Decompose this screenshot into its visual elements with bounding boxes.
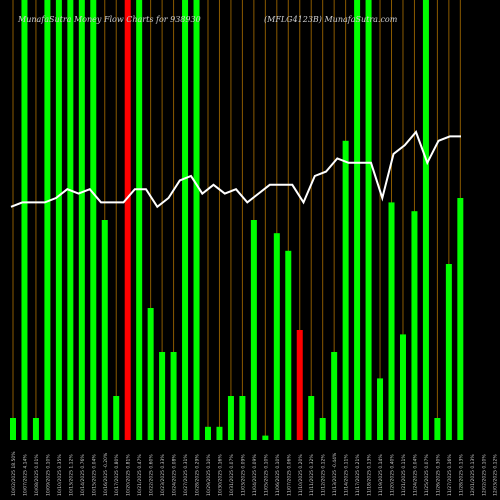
x-tick-label: 11/13/2025 -0.44% — [332, 452, 338, 496]
bar — [136, 0, 143, 440]
bar — [216, 426, 223, 440]
bar — [331, 352, 338, 440]
x-tick-label: 10/24/2025 0.08% — [172, 454, 178, 496]
x-tick-label: 10/17/2025 0.80% — [114, 454, 120, 496]
bar — [124, 0, 131, 440]
x-tick-label: 10/23/2025 0.33% — [160, 454, 166, 496]
x-tick-label: 12/01/2025 0.13% — [470, 454, 476, 496]
bar — [147, 308, 154, 440]
bar — [457, 198, 464, 440]
money-flow-line — [10, 130, 461, 209]
x-tick-label: 11/03/2025 0.09% — [240, 454, 246, 496]
bar — [445, 264, 452, 440]
x-tick-label: 10/14/2025 0.76% — [80, 454, 86, 496]
x-tick-label: 11/07/2025 0.06% — [286, 454, 292, 496]
x-tick-label: 10/31/2025 0.07% — [229, 454, 235, 496]
x-tick-label: 10/30/2025 0.16% — [217, 454, 223, 496]
x-tick-label: 11/12/2025 0.12% — [321, 454, 327, 496]
x-tick-label: 12/03/2025 0.12% — [493, 454, 499, 496]
x-tick-label: 11/04/2025 0.09% — [252, 454, 258, 496]
bar — [10, 418, 16, 440]
bar — [239, 396, 246, 440]
money-flow-line-group — [10, 130, 461, 209]
bar — [113, 396, 120, 440]
bar — [342, 140, 349, 441]
bar — [182, 0, 189, 440]
bar — [434, 418, 441, 440]
x-tick-labels: 10/02/2025 18.50% 10/07/2025 4.14% 10/08/2… — [11, 451, 499, 496]
x-tick-label: 10/16/2025 -0.20% — [103, 452, 109, 496]
x-tick-label: 11/18/2025 0.13% — [367, 454, 373, 496]
x-tick-label: 10/21/2025 0.47% — [137, 454, 143, 496]
x-tick-label: 11/25/2025 0.07% — [424, 454, 430, 496]
x-tick-label: 11/26/2025 0.30% — [435, 454, 441, 496]
x-tick-label: 11/20/2025 0.40% — [390, 454, 396, 496]
bar — [365, 0, 372, 440]
bar — [101, 220, 108, 440]
x-tick-label: 10/22/2025 0.60% — [149, 454, 155, 496]
chart-title-left: MunafaSutra Money Flow Charts for 938930 — [17, 15, 201, 24]
bar — [354, 0, 361, 440]
bar — [319, 418, 326, 440]
bar — [285, 250, 292, 440]
x-tick-label: 11/24/2025 0.04% — [412, 454, 418, 496]
bar — [377, 378, 384, 440]
x-tick-label: 10/15/2025 0.04% — [91, 454, 97, 496]
x-tick-label: 10/02/2025 18.50% — [11, 451, 17, 496]
bar — [296, 330, 303, 440]
bar — [411, 211, 418, 440]
bar — [90, 0, 97, 440]
x-tick-label: 11/17/2025 0.21% — [355, 454, 361, 496]
x-tick-label: 10/13/2025 1.12% — [68, 454, 74, 496]
x-tick-label: 10/08/2025 0.01% — [34, 454, 40, 496]
x-tick-label: 10/29/2025 0.10% — [206, 454, 212, 496]
x-tick-label: 10/10/2025 0.35% — [57, 454, 63, 496]
x-tick-label: 10/27/2025 0.31% — [183, 454, 189, 496]
bar — [67, 0, 74, 440]
bar — [44, 0, 51, 440]
chart-title-right: (MFLG4123B) MunafaSutra.com — [264, 15, 398, 24]
x-tick-label: 10/20/2025 0.81% — [126, 454, 132, 496]
x-tick-label: 11/10/2025 0.20% — [298, 454, 304, 496]
bar — [273, 233, 280, 440]
bars-group — [10, 0, 464, 441]
bar — [388, 202, 395, 440]
x-tick-label: 11/21/2025 0.11% — [401, 454, 407, 496]
x-tick-label: 11/11/2025 0.32% — [309, 454, 315, 496]
x-tick-label: 11/28/2025 0.13% — [458, 454, 464, 496]
bar — [399, 334, 406, 440]
x-tick-label: 10/09/2025 0.10% — [45, 454, 51, 496]
bar — [422, 0, 429, 440]
bar — [250, 220, 257, 440]
bar — [204, 426, 211, 440]
bar — [170, 352, 177, 440]
bar — [227, 396, 234, 440]
bar — [308, 396, 315, 440]
bar — [55, 0, 62, 440]
bar — [32, 418, 39, 440]
x-tick-label: 11/14/2025 0.11% — [344, 454, 350, 496]
x-tick-label: 10/07/2025 4.14% — [22, 454, 28, 496]
bar — [262, 435, 269, 440]
x-tick-label: 11/06/2025 0.10% — [275, 454, 281, 496]
x-tick-label: 11/27/2025 0.16% — [447, 454, 453, 496]
bar — [78, 0, 85, 440]
x-tick-label: 11/05/2025 0.10% — [263, 454, 269, 496]
x-tick-label: 11/19/2025 0.14% — [378, 454, 384, 496]
bar — [159, 352, 166, 440]
bar — [193, 0, 200, 440]
bar — [21, 0, 28, 440]
x-tick-label: 12/02/2025 0.10% — [481, 454, 487, 496]
x-tick-label: 10/28/2025 0.29% — [195, 454, 201, 496]
